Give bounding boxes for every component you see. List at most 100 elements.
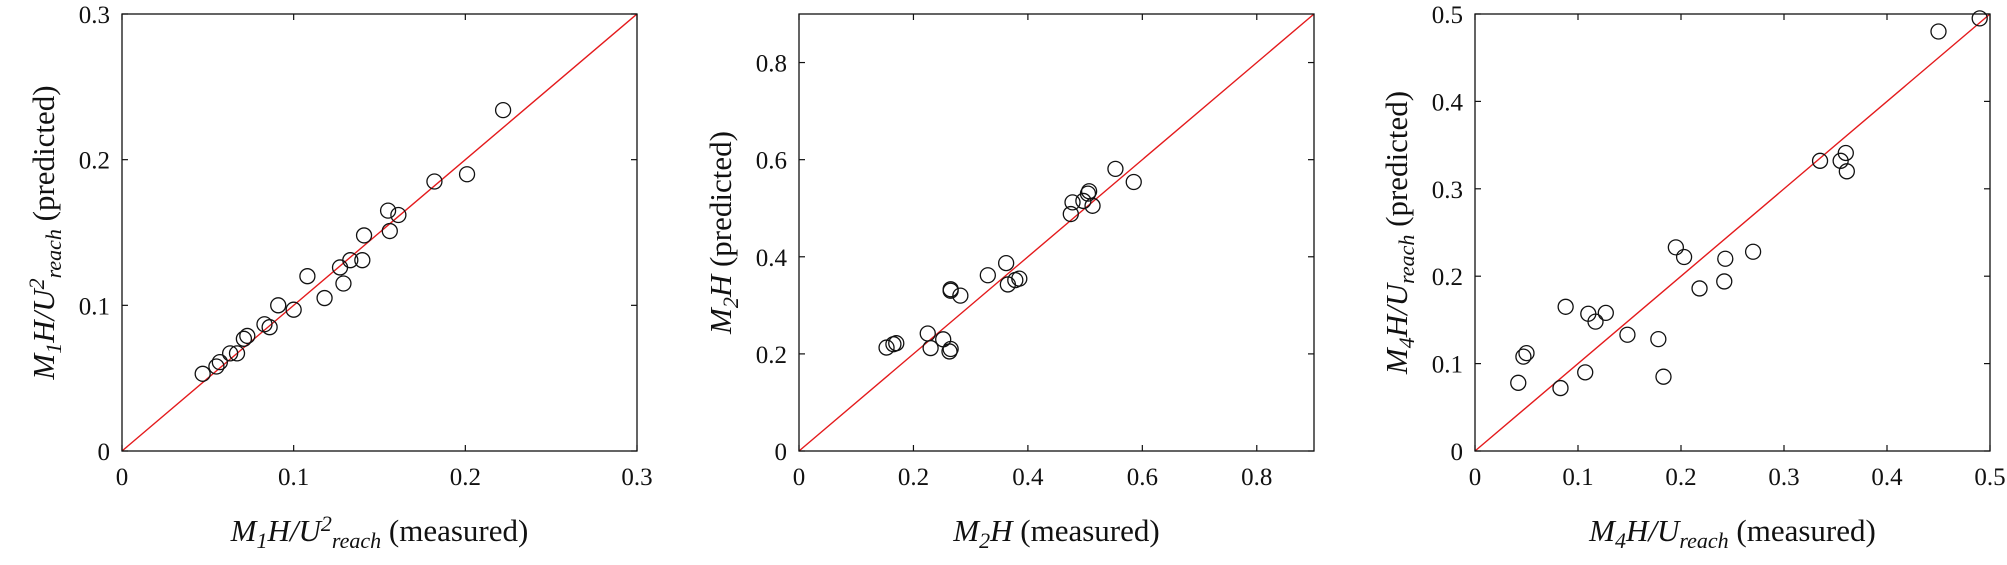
data-point (979, 267, 996, 284)
axis-label-part: M (26, 352, 61, 381)
axis-label-part: reach (1679, 528, 1728, 553)
x-axis-label-m1: M1H/U2reach (measured) (230, 511, 529, 552)
data-point (1691, 280, 1708, 297)
x-axis-label-m2: M2H (measured) (952, 513, 1159, 553)
x-tick-label: 0.2 (450, 464, 481, 491)
y-axis-label-m1: M1H/U2reach (predicted) (24, 85, 65, 380)
axis-label-part: 2 (24, 278, 49, 289)
x-tick-label: 0.1 (1562, 464, 1593, 491)
data-point (1107, 160, 1124, 178)
data-point (1557, 298, 1574, 315)
data-point (270, 297, 287, 314)
axis-label-part: M (1588, 513, 1617, 548)
y-tick-label: 0.3 (79, 2, 110, 29)
data-point (1655, 368, 1672, 385)
data-point (1667, 239, 1684, 256)
reference-line-m2 (798, 13, 1315, 452)
axis-label-part: H/U (266, 513, 323, 548)
axis-label-part: M (1379, 346, 1414, 375)
y-tick-label: 0.3 (1432, 177, 1463, 204)
axis-label-part: 4 (1394, 337, 1419, 348)
y-tick-label: 0 (775, 439, 788, 466)
axis-label-part: (predicted) (1379, 91, 1414, 235)
data-point (1717, 250, 1734, 267)
axis-label-part: (measured) (381, 513, 528, 548)
data-point (228, 345, 246, 362)
data-point (1518, 344, 1535, 362)
data-point (1515, 348, 1532, 365)
axis-label-part: (predicted) (26, 85, 61, 229)
data-point (235, 330, 253, 347)
data-point (1062, 205, 1079, 223)
axis-label-part: H/U (1625, 513, 1682, 548)
axis-label-part: reach (332, 528, 381, 553)
data-point (1832, 152, 1849, 169)
x-tick-label: 0 (793, 464, 806, 491)
y-tick-label: 0 (1451, 439, 1464, 466)
data-point (221, 345, 239, 362)
axis-label-part: 4 (1615, 528, 1626, 553)
axis-label-part: 1 (41, 343, 66, 354)
reference-line-m1 (121, 13, 638, 452)
data-point (208, 358, 225, 375)
data-point (335, 275, 352, 292)
x-tick-label: 0.3 (1768, 464, 1799, 491)
data-point (381, 222, 398, 240)
x-tick-label: 0.8 (1241, 464, 1272, 491)
axes-frame-m4 (1474, 13, 1991, 452)
data-point (952, 287, 969, 304)
data-point (1587, 313, 1604, 330)
data-point (1716, 273, 1733, 290)
axes-frame-m2 (798, 13, 1315, 452)
data-point (1811, 152, 1829, 169)
data-point (299, 268, 316, 285)
data-point (1930, 23, 1947, 40)
y-tick-label: 0.5 (1432, 2, 1463, 29)
y-tick-label: 0.2 (1432, 264, 1463, 291)
axis-label-part: M (952, 513, 981, 548)
data-point (1552, 379, 1569, 397)
data-point (342, 252, 359, 269)
reference-line-m4 (1474, 13, 1991, 452)
y-axis-label-m2: M2H (predicted) (703, 131, 743, 335)
data-point (331, 259, 349, 276)
axis-label-part: H (703, 273, 738, 298)
data-point (390, 206, 407, 224)
x-tick-label: 0 (1469, 464, 1482, 491)
data-point (942, 282, 959, 299)
axis-label-part: H/U (1379, 281, 1414, 338)
data-point (355, 227, 373, 244)
data-point (1744, 243, 1762, 260)
data-point (458, 166, 476, 183)
data-point (1675, 248, 1693, 266)
x-tick-label: 0.3 (621, 464, 652, 491)
axis-label-part: (predicted) (703, 131, 738, 275)
data-point (354, 252, 371, 269)
axis-label-part: (measured) (1013, 513, 1160, 548)
y-axis-label-m4: M4H/Ureach (predicted) (1379, 91, 1419, 375)
y-tick-label: 0.4 (1432, 89, 1464, 116)
axes-frame-m1 (121, 13, 638, 452)
x-tick-label: 0.4 (1012, 464, 1044, 491)
data-point (426, 173, 443, 190)
y-tick-label: 0.2 (756, 342, 787, 369)
axis-label-part: 2 (979, 528, 990, 553)
y-tick-label: 0.4 (756, 245, 788, 272)
axis-label-part: M (230, 513, 259, 548)
data-point (1011, 270, 1028, 287)
x-tick-label: 0.2 (898, 464, 929, 491)
data-point (1577, 364, 1594, 381)
x-tick-label: 0.4 (1871, 464, 1903, 491)
data-point (1079, 185, 1097, 202)
axis-label-part: reach (1394, 235, 1419, 284)
data-point (1084, 197, 1101, 214)
data-point (1510, 374, 1527, 391)
data-point (1837, 144, 1854, 162)
axis-label-part: reach (41, 229, 66, 278)
data-point (1650, 330, 1667, 348)
data-point (919, 325, 936, 342)
x-tick-label: 0.1 (278, 464, 309, 491)
data-point (316, 289, 333, 307)
data-point (1597, 304, 1614, 322)
y-tick-label: 0.1 (79, 293, 110, 320)
